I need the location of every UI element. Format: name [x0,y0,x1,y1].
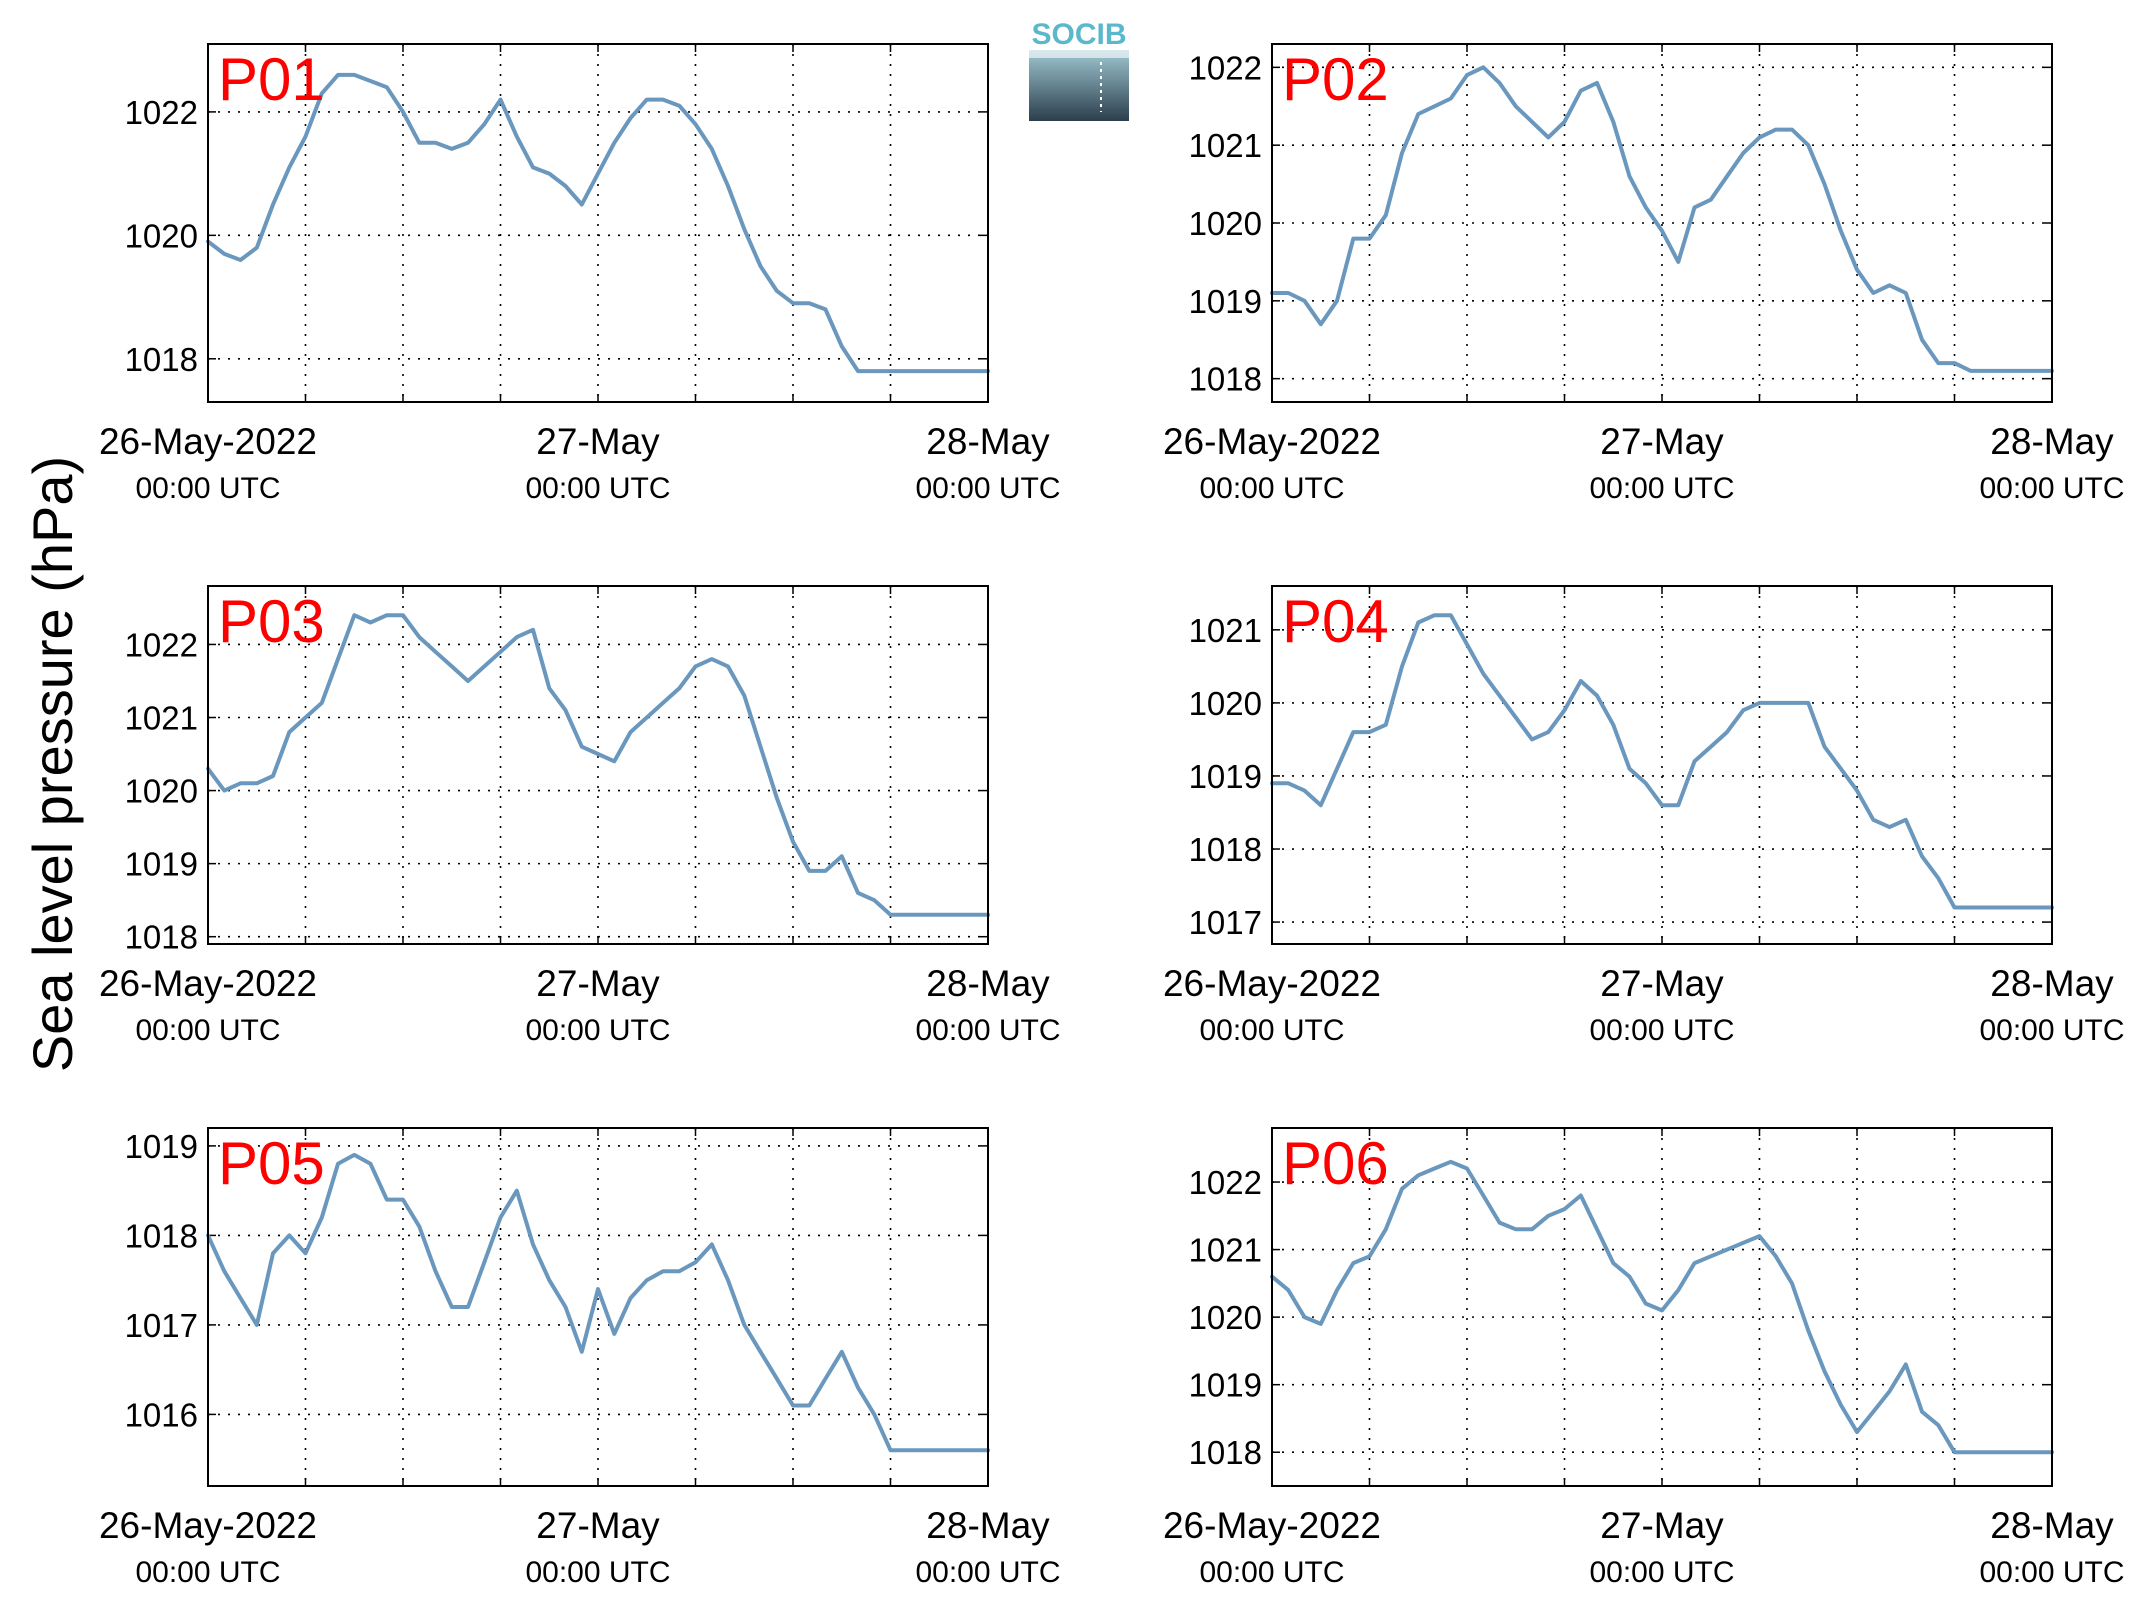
panel-p01-ytick-label: 1018 [125,341,198,378]
panel-p02-xtick-date: 28-May [1990,421,2114,462]
panel-p03-xtick-date: 26-May-2022 [99,963,317,1004]
panel-p05-xtick-time: 00:00 UTC [525,1556,670,1589]
panel-p06-xtick-time: 00:00 UTC [1979,1556,2124,1589]
panel-p06-xtick-date: 27-May [1600,1505,1724,1546]
panel-p06-ytick-label: 1020 [1189,1299,1262,1336]
panel-p03-ytick-label: 1018 [125,919,198,956]
panel-p01-plot-area [208,44,988,402]
panel-p03-series-line [206,613,990,917]
panel-p04-axes-frame [1271,585,2053,945]
y-axis-label: Sea level pressure (hPa) [21,456,84,1072]
panel-p04-xtick-time: 00:00 UTC [1589,1014,1734,1047]
panel-p06-xtick-time: 00:00 UTC [1199,1556,1344,1589]
panel-p05-ytick-label: 1019 [125,1128,198,1165]
panel-p01-xtick-time: 00:00 UTC [915,472,1060,505]
panel-p04-ytick-label: 1018 [1189,831,1262,868]
panel-p06-xtick-time: 00:00 UTC [1589,1556,1734,1589]
panel-p02-title: P02 [1282,46,1389,113]
panel-p04-xtick-time: 00:00 UTC [1979,1014,2124,1047]
panel-p05-ytick-label: 1017 [125,1307,198,1344]
panel-p01-xtick-date: 27-May [536,421,660,462]
panel-p01-xtick-time: 00:00 UTC [525,472,670,505]
panel-p06-ytick-label: 1019 [1189,1367,1262,1404]
socib-logo: SOCIB [1029,18,1129,121]
panel-p05-xtick-date: 27-May [536,1505,660,1546]
socib-logo-text: SOCIB [1031,18,1126,51]
panel-p03-xtick-time: 00:00 UTC [915,1014,1060,1047]
panel-p05-plot-area [208,1128,988,1486]
panel-p02-ytick-label: 1021 [1189,127,1262,164]
panel-p02: 1018 1019 1020 1021 1022 P02 26-May-2022 00:00 … [1163,43,2125,505]
panel-p04: 1017 1018 1019 1020 1021 P04 26-May-2022 00:00 … [1163,585,2125,1047]
panel-p04-xtick-time: 00:00 UTC [1199,1014,1344,1047]
panel-p03-xtick-date: 28-May [926,963,1050,1004]
panel-p03-xtick-time: 00:00 UTC [135,1014,280,1047]
panel-p02-xtick-date: 27-May [1600,421,1724,462]
panel-p04-title: P04 [1282,588,1389,655]
panel-p02-axes-frame [1271,43,2053,403]
panel-p03-xtick-date: 27-May [536,963,660,1004]
panel-p01-axes-frame [207,43,989,403]
panel-p01-ytick-label: 1022 [125,94,198,131]
panel-p04-xtick-date: 26-May-2022 [1163,963,1381,1004]
panel-p01-ytick-label: 1020 [125,217,198,254]
panel-p04-xtick-date: 27-May [1600,963,1724,1004]
panel-p05-xtick-date: 28-May [926,1505,1050,1546]
panel-p06-xtick-date: 28-May [1990,1505,2114,1546]
panel-p04-ytick-label: 1017 [1189,904,1262,941]
panel-p03-ytick-label: 1019 [125,846,198,883]
panel-p02-ytick-label: 1019 [1189,283,1262,320]
panel-p05-ytick-label: 1018 [125,1217,198,1254]
panel-p06-title: P06 [1282,1130,1389,1197]
panel-p04-ytick-label: 1019 [1189,758,1262,795]
panel-p05: 1016 1017 1018 1019 P05 26-May-2022 00:00 UTC 2… [99,1127,1061,1589]
panel-p04-series-line [1270,613,2054,910]
panel-p06: 1018 1019 1020 1021 1022 P06 26-May-2022 00:00 … [1163,1127,2125,1589]
panel-p03-ytick-label: 1021 [125,700,198,737]
panel-p04-ytick-label: 1021 [1189,612,1262,649]
panel-p01-title: P01 [218,46,325,113]
panel-p05-xtick-time: 00:00 UTC [915,1556,1060,1589]
panel-p03-axes-frame [207,585,989,945]
panel-p06-series-line [1270,1159,2054,1455]
panel-p06-xtick-date: 26-May-2022 [1163,1505,1381,1546]
panel-p02-xtick-time: 00:00 UTC [1199,472,1344,505]
panel-p04-plot-area [1272,586,2052,944]
panel-p04-ytick-label: 1020 [1189,685,1262,722]
panel-p03-xtick-time: 00:00 UTC [525,1014,670,1047]
panel-p06-ytick-label: 1018 [1189,1434,1262,1471]
panel-p05-xtick-date: 26-May-2022 [99,1505,317,1546]
panel-p03-plot-area [208,586,988,944]
panel-p01-series-line [206,72,990,374]
panel-p01-xtick-time: 00:00 UTC [135,472,280,505]
panel-p06-ytick-label: 1022 [1189,1164,1262,1201]
panel-p05-ytick-label: 1016 [125,1396,198,1433]
panel-p02-ytick-label: 1020 [1189,205,1262,242]
panel-p02-xtick-time: 00:00 UTC [1979,472,2124,505]
panel-p06-axes-frame [1271,1127,2053,1487]
panel-p02-ytick-label: 1018 [1189,361,1262,398]
panel-p05-series-line [206,1152,990,1453]
panel-p04-xtick-date: 28-May [1990,963,2114,1004]
panel-p06-ytick-label: 1021 [1189,1232,1262,1269]
panel-p03-title: P03 [218,588,325,655]
panel-p02-ytick-label: 1022 [1189,49,1262,86]
panel-p01: 1018 1020 1022 P01 26-May-2022 00:00 UTC 27-Ma… [99,43,1061,505]
panel-p01-xtick-date: 26-May-2022 [99,421,317,462]
panel-p05-xtick-time: 00:00 UTC [135,1556,280,1589]
panel-p03: 1018 1019 1020 1021 1022 P03 26-May-2022 00:00 … [99,585,1061,1047]
panel-p02-xtick-time: 00:00 UTC [1589,472,1734,505]
panel-p03-ytick-label: 1020 [125,773,198,810]
panel-p01-xtick-date: 28-May [926,421,1050,462]
panel-p03-ytick-label: 1022 [125,626,198,663]
panel-p02-series-line [1270,65,2054,373]
panel-p02-xtick-date: 26-May-2022 [1163,421,1381,462]
panel-p05-axes-frame [207,1127,989,1487]
panel-p05-title: P05 [218,1130,325,1197]
